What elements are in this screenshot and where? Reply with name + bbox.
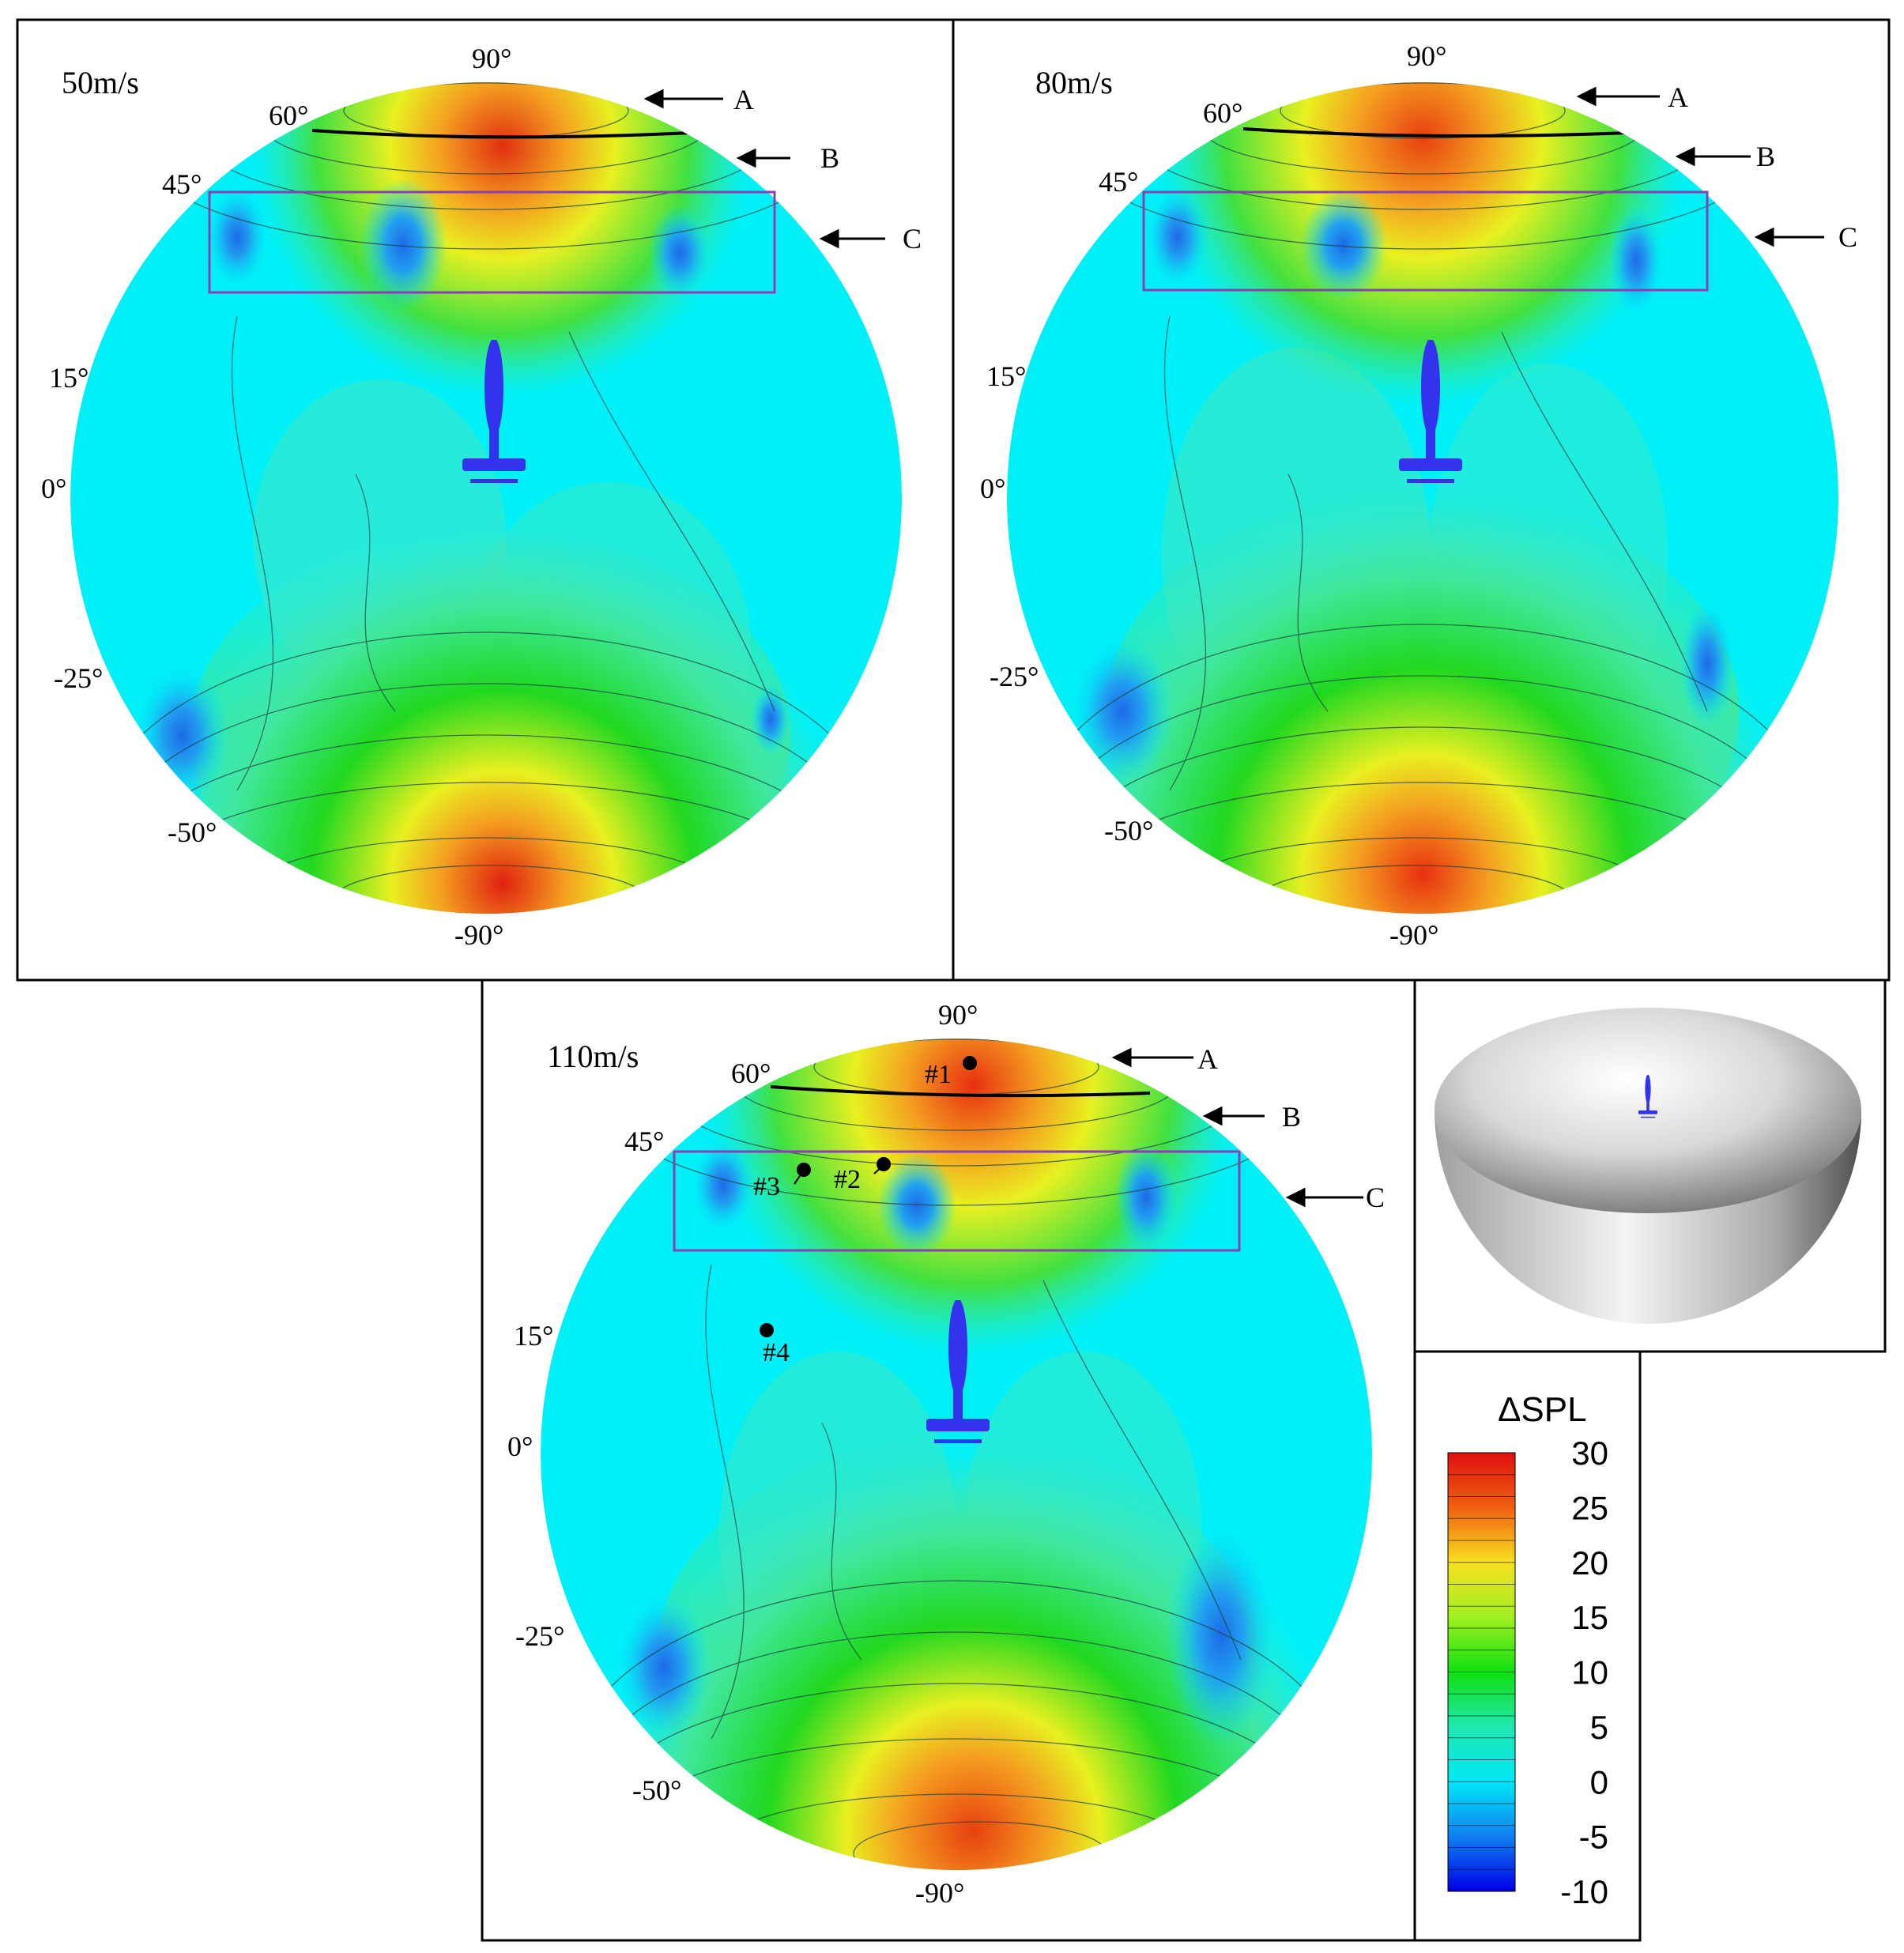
pointer-arrows — [1111, 1047, 1363, 1208]
speed-label: 110m/s — [547, 1039, 639, 1074]
point-label: #4 — [763, 1338, 790, 1367]
legend-band-lines — [1448, 1474, 1515, 1870]
speed-label: 50m/s — [62, 65, 139, 100]
angle-label: -25° — [990, 661, 1039, 692]
legend-frame — [1413, 1350, 1642, 1942]
arrow-label: A — [733, 84, 754, 115]
legend-title: ΔSPL — [1498, 1390, 1587, 1429]
point-marker — [760, 1323, 774, 1337]
highlight-box — [1142, 190, 1709, 292]
hemisphere-icon — [1435, 1008, 1861, 1324]
point-label: #3 — [753, 1172, 780, 1201]
angle-label: 45° — [624, 1125, 664, 1157]
angle-label: -50° — [1104, 815, 1153, 846]
point-label: #1 — [925, 1060, 952, 1089]
legend-tick-label: 5 — [1590, 1709, 1608, 1746]
measurement-points — [760, 1056, 977, 1337]
arrow-label: B — [1282, 1101, 1301, 1133]
angle-label: 90° — [938, 999, 978, 1031]
angle-label: 15° — [514, 1320, 553, 1352]
arrow-label: C — [1366, 1182, 1385, 1213]
angle-label: -50° — [168, 816, 217, 848]
angle-label: 60° — [269, 100, 308, 131]
legend-tick-label: -5 — [1579, 1819, 1608, 1856]
angle-label: 90° — [472, 43, 511, 74]
legend-tick-label: 25 — [1571, 1489, 1608, 1526]
arrow-label: A — [1668, 81, 1688, 113]
angle-label: -90° — [454, 919, 503, 951]
contour-sphere — [1007, 82, 1838, 914]
arrow-label: A — [1197, 1043, 1218, 1075]
arrow-label: B — [820, 142, 839, 174]
legend-tick-label: 15 — [1571, 1599, 1608, 1636]
angle-label: 45° — [1099, 166, 1138, 198]
angle-label: 0° — [41, 473, 66, 504]
point-marker — [963, 1056, 977, 1070]
highlight-box — [208, 190, 776, 294]
angle-label: 60° — [1203, 97, 1242, 129]
legend-tick-labels: 30 25 20 15 10 5 0 -5 -10 — [1560, 1435, 1608, 1910]
angle-label: -90° — [915, 1877, 964, 1909]
legend-tick-label: 0 — [1590, 1763, 1608, 1800]
panel-80ms: 80m/s 90° 60° 45° 15° 0° -25° -50° -90° … — [952, 18, 1891, 982]
hemisphere-inset — [1413, 978, 1887, 1353]
pointer-arrows — [643, 89, 885, 249]
arrow-label: B — [1756, 141, 1775, 172]
angle-label: -90° — [1389, 919, 1438, 951]
angle-label: -25° — [515, 1620, 564, 1652]
contour-sphere — [70, 82, 902, 914]
legend-tick-label: -10 — [1560, 1873, 1608, 1910]
panel-110ms: #1 #2 #3 #4 110m/s 90° 60° 45° 15° 0° -2… — [481, 978, 1416, 1942]
angle-label: 45° — [162, 168, 202, 200]
speed-label: 80m/s — [1035, 65, 1113, 100]
point-marker — [797, 1163, 811, 1177]
angle-label: 0° — [980, 473, 1005, 504]
legend-tick-label: 20 — [1571, 1544, 1608, 1582]
pointer-arrows — [1576, 86, 1824, 247]
legend-tick-label: 30 — [1571, 1435, 1608, 1472]
color-legend: ΔSPL 30 25 20 15 10 5 0 -5 -10 — [1413, 1350, 1642, 1942]
angle-label: 0° — [507, 1431, 533, 1462]
highlight-box — [673, 1150, 1241, 1252]
angle-label: -50° — [632, 1774, 681, 1806]
angle-label: 15° — [49, 362, 89, 394]
angle-label: 60° — [731, 1058, 771, 1089]
legend-tick-label: 10 — [1571, 1654, 1608, 1691]
inset-frame — [1413, 978, 1887, 1353]
angle-label: 15° — [986, 360, 1026, 392]
arrow-label: C — [903, 223, 922, 254]
angle-label: 90° — [1407, 40, 1446, 72]
angle-label: -25° — [54, 662, 103, 694]
panel-50ms: 50m/s 90° 60° 45° 15° 0° -25° -50° -90° … — [16, 18, 955, 982]
point-label: #2 — [834, 1165, 861, 1194]
contour-sphere — [541, 1039, 1372, 1870]
arrow-label: C — [1838, 221, 1857, 253]
